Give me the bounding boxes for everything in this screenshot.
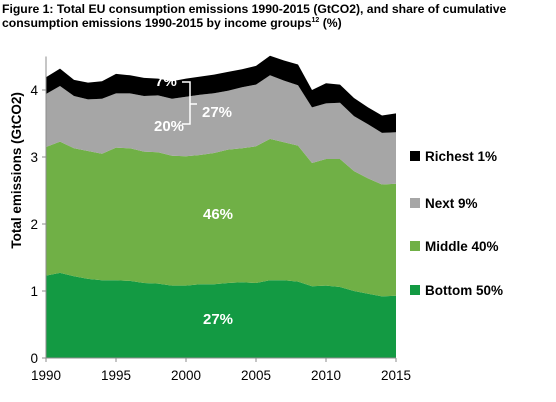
legend-label-middle-40: Middle 40% xyxy=(425,239,499,254)
share-label-bottom-50: 27% xyxy=(203,311,233,328)
legend-swatch-richest-1 xyxy=(410,151,420,161)
legend-label-bottom-50: Bottom 50% xyxy=(425,283,503,298)
legend-swatch-bottom-50 xyxy=(410,285,420,295)
x-tick-label: 1995 xyxy=(101,368,131,383)
share-label-richest-1: 7% xyxy=(155,73,177,90)
area-bottom-50 xyxy=(46,272,396,358)
chart-title: Figure 1: Total EU consumption emissions… xyxy=(2,2,554,30)
y-tick-label: 1 xyxy=(30,284,38,299)
axes-group: 0 1 2 3 4 1990 1995 2000 2005 2010 2015 Total emiss… xyxy=(9,56,411,383)
x-tick-label: 2005 xyxy=(241,368,271,383)
top-10-bracket xyxy=(182,81,197,125)
y-tick-label: 2 xyxy=(30,217,38,232)
x-tick-label: 2015 xyxy=(381,368,411,383)
x-tick-label: 1990 xyxy=(31,368,61,383)
legend-label-richest-1: Richest 1% xyxy=(425,149,497,164)
title-line-2: consumption emissions 1990-2015 by incom… xyxy=(2,16,554,30)
share-annotations: 27% 46% 20% 7% 27% xyxy=(154,73,233,328)
legend: Richest 1% Next 9% Middle 40% Bottom 50% xyxy=(410,149,503,298)
y-tick-label: 3 xyxy=(30,150,38,165)
title-line-1: Figure 1: Total EU consumption emissions… xyxy=(2,2,507,16)
area-middle-40 xyxy=(46,138,396,297)
area-richest-1 xyxy=(46,55,396,133)
legend-swatch-next-9 xyxy=(410,198,420,208)
y-tick-label: 4 xyxy=(30,83,38,98)
title-line-2-text: consumption emissions 1990-2015 by incom… xyxy=(2,16,312,30)
legend-label-next-9: Next 9% xyxy=(425,196,478,211)
share-label-next-9: 20% xyxy=(154,118,184,135)
y-axis-label: Total emissions (GtCO2) xyxy=(9,92,24,249)
area-series-group xyxy=(46,55,396,358)
share-label-middle-40: 46% xyxy=(203,206,233,223)
x-tick-label: 2000 xyxy=(171,368,201,383)
share-label-top-10: 27% xyxy=(202,104,232,121)
area-next-9 xyxy=(46,75,396,185)
x-tick-label: 2010 xyxy=(311,368,341,383)
title-unit: (%) xyxy=(319,16,342,30)
y-tick-label: 0 xyxy=(30,351,38,366)
legend-swatch-middle-40 xyxy=(410,241,420,251)
title-footnote-ref: 12 xyxy=(311,16,320,24)
